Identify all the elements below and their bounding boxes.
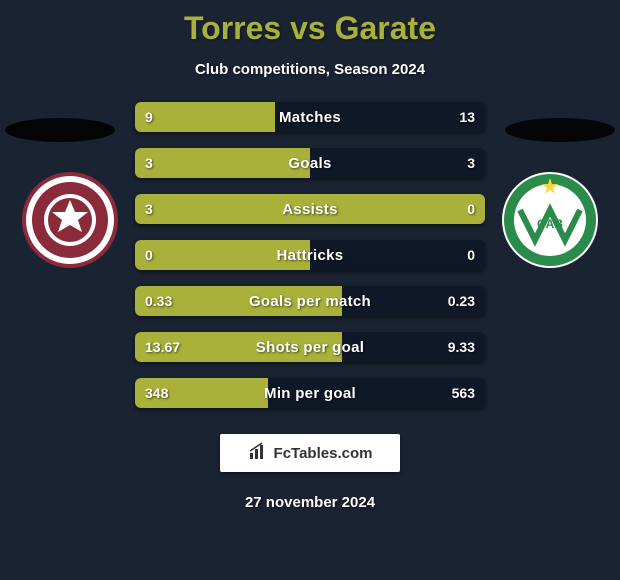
shadow-left bbox=[5, 118, 115, 142]
stat-row: Min per goal348 563 bbox=[135, 378, 485, 408]
footer-brand-text: FcTables.com bbox=[274, 445, 373, 462]
stat-value-left: 0 bbox=[145, 240, 153, 270]
shadow-right bbox=[505, 118, 615, 142]
stat-value-right: 0 bbox=[467, 194, 475, 224]
stat-label: Goals per match bbox=[135, 286, 485, 316]
footer-brand[interactable]: FcTables.com bbox=[220, 434, 400, 472]
stat-label: Shots per goal bbox=[135, 332, 485, 362]
stat-label: Assists bbox=[135, 194, 485, 224]
svg-text:CAB: CAB bbox=[537, 217, 563, 231]
stat-value-right: 563 bbox=[452, 378, 475, 408]
stat-value-left: 13.67 bbox=[145, 332, 180, 362]
page-subtitle: Club competitions, Season 2024 bbox=[195, 61, 425, 78]
stat-row: Goals3 3 bbox=[135, 148, 485, 178]
chart-icon bbox=[248, 441, 268, 466]
stat-value-right: 9.33 bbox=[448, 332, 475, 362]
stat-label: Goals bbox=[135, 148, 485, 178]
stat-row: Hattricks0 0 bbox=[135, 240, 485, 270]
stat-value-right: 3 bbox=[467, 148, 475, 178]
stat-value-right: 13 bbox=[459, 102, 475, 132]
stat-label: Matches bbox=[135, 102, 485, 132]
lanus-badge bbox=[20, 170, 120, 270]
stat-value-left: 9 bbox=[145, 102, 153, 132]
page-title: Torres vs Garate bbox=[184, 10, 436, 47]
banfield-badge: CAB bbox=[500, 170, 600, 270]
stat-value-left: 3 bbox=[145, 148, 153, 178]
stat-row: Matches9 13 bbox=[135, 102, 485, 132]
stat-value-right: 0.23 bbox=[448, 286, 475, 316]
stats-container: Matches913Goals33Assists30Hattricks00Goa… bbox=[135, 102, 485, 408]
stat-row: Assists3 0 bbox=[135, 194, 485, 224]
stat-value-left: 348 bbox=[145, 378, 168, 408]
stat-value-right: 0 bbox=[467, 240, 475, 270]
stat-value-left: 0.33 bbox=[145, 286, 172, 316]
stat-value-left: 3 bbox=[145, 194, 153, 224]
stat-row: Goals per match0.33 0.23 bbox=[135, 286, 485, 316]
stat-row: Shots per goal13.67 9.33 bbox=[135, 332, 485, 362]
stat-label: Hattricks bbox=[135, 240, 485, 270]
footer-date: 27 november 2024 bbox=[245, 494, 375, 511]
stat-label: Min per goal bbox=[135, 378, 485, 408]
